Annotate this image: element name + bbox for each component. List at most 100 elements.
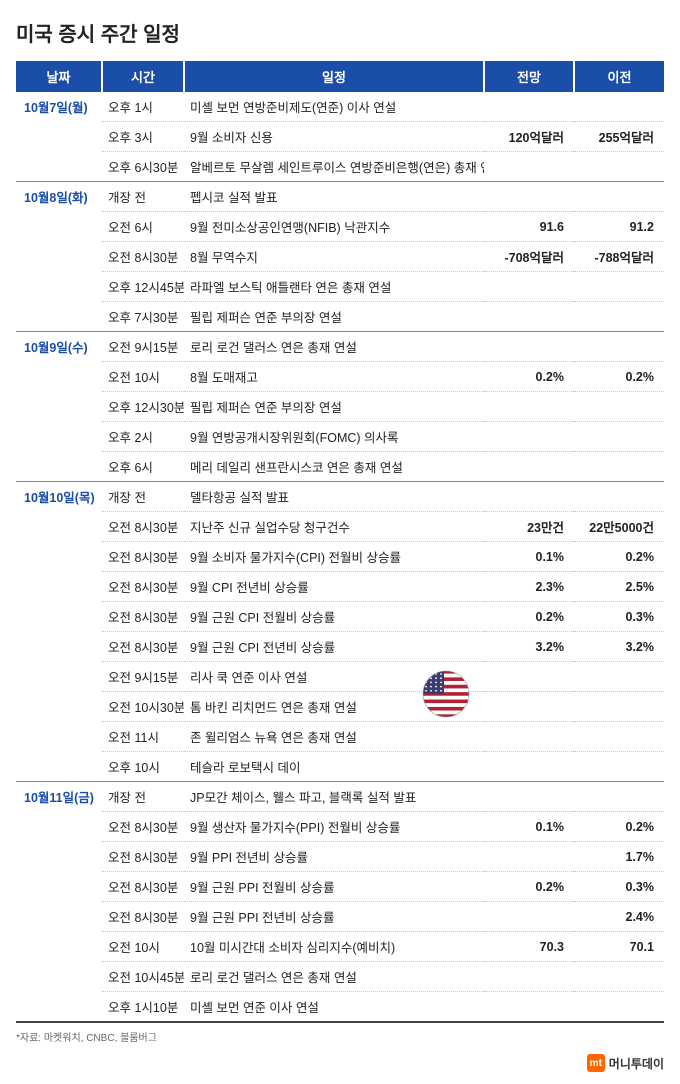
event-cell: 9월 전미소상공인연맹(NFIB) 낙관지수 [184,212,484,242]
table-row: 오전 10시8월 도매재고0.2%0.2% [16,362,664,392]
previous-cell [574,152,664,182]
time-cell: 오전 8시30분 [102,572,184,602]
previous-cell [574,992,664,1023]
previous-cell [574,422,664,452]
previous-cell [574,302,664,332]
forecast-cell: 2.3% [484,572,574,602]
event-cell: 필립 제퍼슨 연준 부의장 연설 [184,302,484,332]
previous-cell [574,962,664,992]
forecast-cell: 91.6 [484,212,574,242]
event-cell: 9월 연방공개시장위원회(FOMC) 의사록 [184,422,484,452]
previous-cell: 0.3% [574,602,664,632]
previous-cell [574,482,664,512]
time-cell: 오전 8시30분 [102,902,184,932]
forecast-cell [484,152,574,182]
table-row: 오전 8시30분9월 근원 PPI 전년비 상승률 2.4% [16,902,664,932]
forecast-cell [484,452,574,482]
event-cell: 톰 바킨 리치먼드 연은 총재 연설 [184,692,484,722]
col-forecast: 전망 [484,61,574,92]
table-row: 오전 8시30분9월 근원 CPI 전년비 상승률3.2%3.2% [16,632,664,662]
forecast-cell [484,392,574,422]
event-cell: 9월 PPI 전년비 상승률 [184,842,484,872]
forecast-cell: 0.2% [484,362,574,392]
forecast-cell [484,182,574,212]
event-cell: 알베르토 무살렘 세인트루이스 연방준비은행(연은) 총재 연설 [184,152,484,182]
page-title: 미국 증시 주간 일정 [16,18,664,47]
previous-cell [574,752,664,782]
table-row: 오후 1시10분미셸 보먼 연준 이사 연설 [16,992,664,1023]
previous-cell [574,392,664,422]
col-time: 시간 [102,61,184,92]
table-row: 오전 8시30분9월 근원 CPI 전월비 상승률0.2%0.3% [16,602,664,632]
event-cell: 9월 근원 PPI 전월비 상승률 [184,872,484,902]
previous-cell [574,332,664,362]
time-cell: 오후 12시45분 [102,272,184,302]
forecast-cell: 0.2% [484,872,574,902]
table-row: 오후 3시9월 소비자 신용120억달러255억달러 [16,122,664,152]
event-cell: 9월 근원 PPI 전년비 상승률 [184,902,484,932]
event-cell: 로리 로건 댈러스 연은 총재 연설 [184,332,484,362]
previous-cell: 0.2% [574,812,664,842]
previous-cell [574,272,664,302]
time-cell: 오전 10시 [102,362,184,392]
table-row: 오전 10시45분로리 로건 댈러스 연은 총재 연설 [16,962,664,992]
forecast-cell: 120억달러 [484,122,574,152]
time-cell: 오전 8시30분 [102,872,184,902]
forecast-cell [484,842,574,872]
col-event: 일정 [184,61,484,92]
publisher-logo-icon: mt [587,1054,605,1072]
time-cell: 개장 전 [102,782,184,812]
table-row: 오후 12시30분필립 제퍼슨 연준 부의장 연설 [16,392,664,422]
forecast-cell [484,722,574,752]
date-cell: 10월10일(목) [16,482,102,782]
event-cell: 미셸 보먼 연방준비제도(연준) 이사 연설 [184,92,484,122]
forecast-cell [484,752,574,782]
event-cell: 9월 CPI 전년비 상승률 [184,572,484,602]
forecast-cell [484,662,574,692]
time-cell: 오전 8시30분 [102,632,184,662]
forecast-cell: 0.1% [484,542,574,572]
table-row: 오전 8시30분8월 무역수지-708억달러-788억달러 [16,242,664,272]
event-cell: 9월 근원 CPI 전월비 상승률 [184,602,484,632]
event-cell: 9월 생산자 물가지수(PPI) 전월비 상승률 [184,812,484,842]
event-cell: JP모간 체이스, 웰스 파고, 블랙록 실적 발표 [184,782,484,812]
previous-cell: 255억달러 [574,122,664,152]
previous-cell: 2.5% [574,572,664,602]
previous-cell: 3.2% [574,632,664,662]
event-cell: 메리 데일리 샌프란시스코 연은 총재 연설 [184,452,484,482]
forecast-cell [484,332,574,362]
event-cell: 라파엘 보스틱 애틀랜타 연은 총재 연설 [184,272,484,302]
forecast-cell: 3.2% [484,632,574,662]
table-row: 오후 6시30분알베르토 무살렘 세인트루이스 연방준비은행(연은) 총재 연설 [16,152,664,182]
time-cell: 오후 6시 [102,452,184,482]
table-row: 오후 12시45분라파엘 보스틱 애틀랜타 연은 총재 연설 [16,272,664,302]
table-row: 오전 8시30분9월 PPI 전년비 상승률1.7% [16,842,664,872]
previous-cell: 2.4% [574,902,664,932]
table-row: 10월7일(월)오후 1시미셸 보먼 연방준비제도(연준) 이사 연설 [16,92,664,122]
time-cell: 오후 2시 [102,422,184,452]
previous-cell: -788억달러 [574,242,664,272]
previous-cell: 1.7% [574,842,664,872]
forecast-cell: 0.2% [484,602,574,632]
time-cell: 오전 8시30분 [102,242,184,272]
time-cell: 오후 7시30분 [102,302,184,332]
event-cell: 9월 소비자 물가지수(CPI) 전월비 상승률 [184,542,484,572]
source-footnote: *자료: 마켓워치, CNBC, 블룸버그 [16,1029,664,1044]
schedule-table: 날짜 시간 일정 전망 이전 10월7일(월)오후 1시미셸 보먼 연방준비제도… [16,61,664,1023]
forecast-cell [484,92,574,122]
event-cell: 8월 도매재고 [184,362,484,392]
previous-cell [574,452,664,482]
previous-cell: 0.2% [574,362,664,392]
date-cell: 10월9일(수) [16,332,102,482]
date-cell: 10월8일(화) [16,182,102,332]
table-row: 10월10일(목)개장 전델타항공 실적 발표 [16,482,664,512]
event-cell: 펩시코 실적 발표 [184,182,484,212]
time-cell: 오전 10시30분 [102,692,184,722]
table-row: 오후 6시메리 데일리 샌프란시스코 연은 총재 연설 [16,452,664,482]
time-cell: 오후 1시 [102,92,184,122]
col-date: 날짜 [16,61,102,92]
time-cell: 오후 3시 [102,122,184,152]
time-cell: 오전 6시 [102,212,184,242]
time-cell: 오전 8시30분 [102,542,184,572]
previous-cell: 0.2% [574,542,664,572]
